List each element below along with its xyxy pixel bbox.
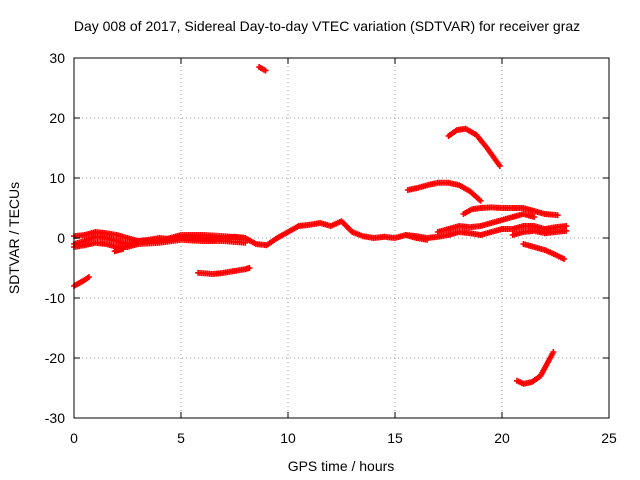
axis-ticks: 0 5 10 15 20 25 -30 -20 -10 0 10 20 30 — [45, 50, 617, 446]
data-point — [262, 67, 269, 74]
series-arc-right-dip — [509, 227, 570, 238]
data-point — [554, 212, 561, 219]
data-points — [71, 64, 570, 387]
y-tick-label: 0 — [57, 230, 65, 246]
data-point — [246, 265, 253, 271]
x-tick-label: 15 — [387, 430, 403, 446]
y-tick-label: -30 — [45, 410, 65, 426]
x-tick-label: 5 — [177, 430, 185, 446]
series-arc-isolated-top — [256, 64, 269, 74]
data-point — [477, 197, 484, 204]
data-point — [85, 274, 92, 280]
data-point — [550, 349, 557, 355]
x-axis-label: GPS time / hours — [288, 458, 395, 474]
data-point — [531, 214, 538, 220]
data-point — [561, 256, 568, 262]
series-arc-plus-eighteen — [445, 125, 503, 169]
series-arc-right-low — [402, 226, 505, 241]
y-tick-label: 10 — [49, 170, 65, 186]
series-arc-small-dip — [111, 245, 127, 255]
data-point — [120, 245, 127, 252]
x-tick-label: 10 — [280, 430, 296, 446]
series-arc-plus-five — [460, 204, 561, 219]
y-tick-label: 20 — [49, 110, 65, 126]
x-tick-label: 20 — [494, 430, 510, 446]
y-axis-label: SDTVAR / TECUs — [6, 182, 22, 294]
data-point — [496, 163, 503, 169]
series-arc-lower-left — [71, 236, 249, 250]
series-arc-minus-twentyfour — [513, 349, 557, 387]
series-arc-plus-eight — [404, 179, 484, 204]
series-arc-right-mid — [434, 211, 538, 235]
series-arc-low-start — [71, 274, 92, 289]
x-tick-label: 25 — [601, 430, 617, 446]
y-tick-label: -20 — [45, 350, 65, 366]
series-arc-minus-two — [520, 241, 568, 262]
data-point — [563, 227, 570, 234]
chart-title: Day 008 of 2017, Sidereal Day-to-day VTE… — [74, 18, 580, 34]
x-tick-label: 0 — [70, 430, 78, 446]
data-point — [242, 239, 249, 246]
y-tick-label: 30 — [49, 50, 65, 66]
series-arc-minus-six — [195, 265, 253, 277]
series-arc-main — [71, 218, 431, 249]
y-tick-label: -10 — [45, 290, 65, 306]
